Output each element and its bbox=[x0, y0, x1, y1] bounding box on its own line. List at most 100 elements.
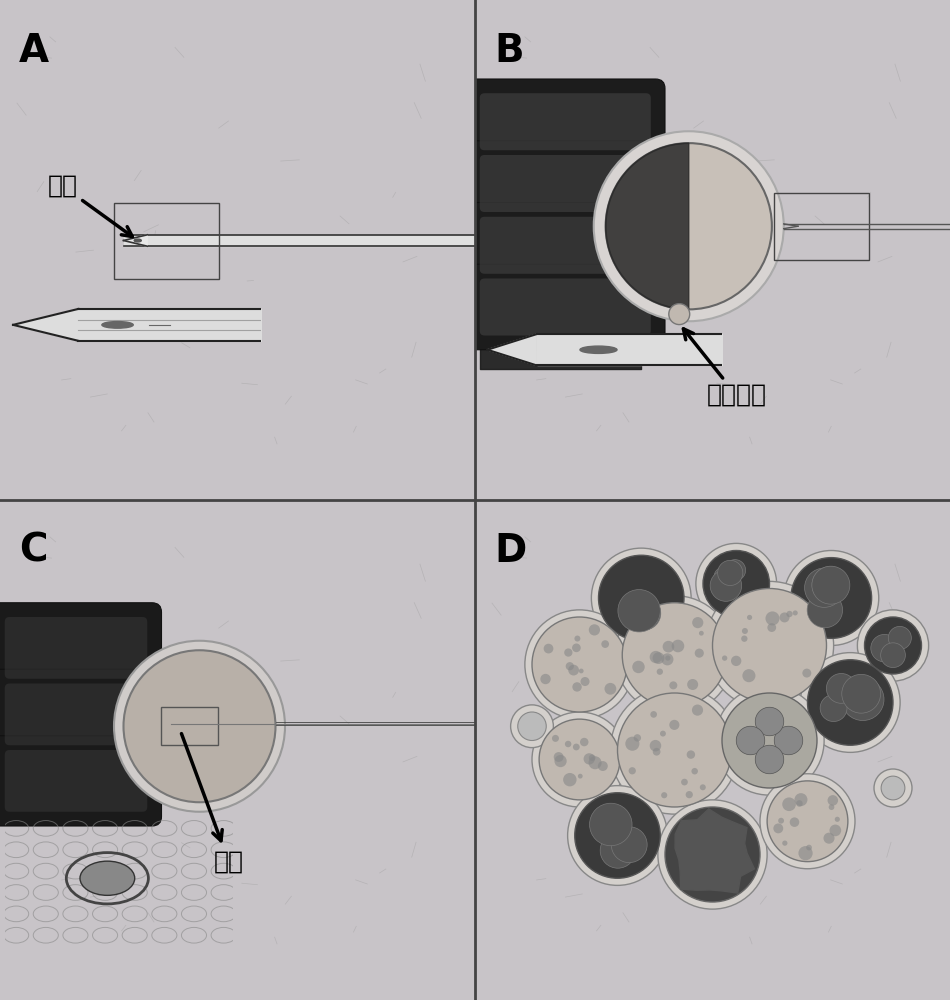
Circle shape bbox=[820, 695, 847, 722]
Circle shape bbox=[543, 644, 554, 653]
Circle shape bbox=[589, 754, 596, 761]
FancyBboxPatch shape bbox=[5, 750, 147, 812]
Circle shape bbox=[808, 592, 843, 628]
Circle shape bbox=[782, 797, 796, 811]
Circle shape bbox=[589, 624, 600, 636]
Bar bbox=[162, 707, 218, 745]
Circle shape bbox=[670, 720, 679, 730]
Circle shape bbox=[803, 669, 811, 678]
Circle shape bbox=[532, 712, 627, 807]
Circle shape bbox=[808, 660, 893, 745]
Circle shape bbox=[669, 304, 690, 325]
Circle shape bbox=[541, 674, 551, 684]
Circle shape bbox=[555, 755, 567, 767]
Circle shape bbox=[747, 615, 752, 620]
FancyBboxPatch shape bbox=[0, 603, 162, 693]
Circle shape bbox=[670, 681, 677, 689]
Circle shape bbox=[805, 568, 844, 607]
Circle shape bbox=[591, 548, 692, 648]
Circle shape bbox=[572, 643, 580, 652]
Circle shape bbox=[794, 793, 808, 806]
Circle shape bbox=[774, 726, 803, 755]
Circle shape bbox=[629, 767, 636, 774]
Circle shape bbox=[618, 590, 660, 632]
FancyBboxPatch shape bbox=[480, 278, 651, 336]
Circle shape bbox=[650, 651, 662, 663]
Circle shape bbox=[589, 756, 601, 769]
Circle shape bbox=[568, 665, 579, 675]
Circle shape bbox=[575, 793, 660, 878]
Circle shape bbox=[540, 719, 619, 800]
Circle shape bbox=[741, 635, 748, 642]
Circle shape bbox=[828, 804, 834, 810]
Circle shape bbox=[616, 596, 733, 714]
Circle shape bbox=[583, 753, 595, 765]
Circle shape bbox=[842, 678, 884, 721]
Polygon shape bbox=[675, 809, 754, 893]
Text: C: C bbox=[19, 531, 48, 569]
FancyBboxPatch shape bbox=[480, 155, 651, 212]
Circle shape bbox=[568, 786, 667, 885]
Circle shape bbox=[768, 781, 847, 862]
Circle shape bbox=[780, 612, 789, 622]
Circle shape bbox=[590, 803, 632, 846]
Circle shape bbox=[773, 823, 783, 833]
Circle shape bbox=[705, 581, 834, 710]
FancyBboxPatch shape bbox=[5, 684, 147, 745]
Circle shape bbox=[653, 652, 664, 664]
Circle shape bbox=[827, 795, 838, 806]
Circle shape bbox=[634, 734, 641, 742]
Circle shape bbox=[703, 550, 770, 617]
Circle shape bbox=[579, 669, 583, 673]
Circle shape bbox=[575, 636, 580, 642]
Circle shape bbox=[687, 679, 698, 690]
Circle shape bbox=[650, 740, 661, 751]
Text: 精子: 精子 bbox=[181, 734, 244, 874]
Circle shape bbox=[600, 833, 636, 868]
Circle shape bbox=[628, 597, 661, 630]
Circle shape bbox=[657, 800, 768, 909]
Circle shape bbox=[661, 792, 667, 798]
Ellipse shape bbox=[134, 239, 142, 242]
Circle shape bbox=[695, 543, 777, 624]
Circle shape bbox=[800, 653, 901, 752]
Circle shape bbox=[766, 611, 780, 625]
Circle shape bbox=[694, 649, 704, 658]
Circle shape bbox=[722, 655, 728, 661]
Circle shape bbox=[787, 611, 792, 617]
Circle shape bbox=[798, 846, 812, 860]
Circle shape bbox=[660, 731, 666, 737]
Circle shape bbox=[565, 741, 571, 747]
Circle shape bbox=[784, 550, 879, 646]
Circle shape bbox=[611, 827, 647, 863]
Circle shape bbox=[594, 131, 784, 321]
Circle shape bbox=[755, 745, 784, 774]
Circle shape bbox=[796, 800, 803, 807]
Circle shape bbox=[778, 818, 784, 824]
Text: 精子: 精子 bbox=[48, 174, 132, 237]
Circle shape bbox=[618, 693, 732, 807]
Circle shape bbox=[633, 661, 645, 673]
Circle shape bbox=[812, 566, 850, 604]
Circle shape bbox=[699, 631, 704, 636]
Circle shape bbox=[554, 752, 563, 762]
Text: 第一极体: 第一极体 bbox=[683, 329, 767, 407]
Circle shape bbox=[672, 640, 684, 652]
Circle shape bbox=[573, 744, 580, 750]
Circle shape bbox=[711, 570, 742, 601]
Text: A: A bbox=[19, 31, 49, 70]
Circle shape bbox=[874, 769, 912, 807]
Circle shape bbox=[565, 662, 574, 670]
Circle shape bbox=[653, 748, 660, 756]
Circle shape bbox=[625, 737, 639, 751]
Circle shape bbox=[661, 653, 674, 665]
Circle shape bbox=[572, 682, 581, 692]
FancyBboxPatch shape bbox=[5, 617, 147, 679]
Circle shape bbox=[656, 669, 663, 675]
Circle shape bbox=[665, 807, 760, 902]
Text: D: D bbox=[494, 531, 526, 569]
Circle shape bbox=[864, 617, 922, 674]
Text: B: B bbox=[494, 31, 523, 70]
Circle shape bbox=[598, 761, 608, 771]
Circle shape bbox=[601, 640, 609, 648]
